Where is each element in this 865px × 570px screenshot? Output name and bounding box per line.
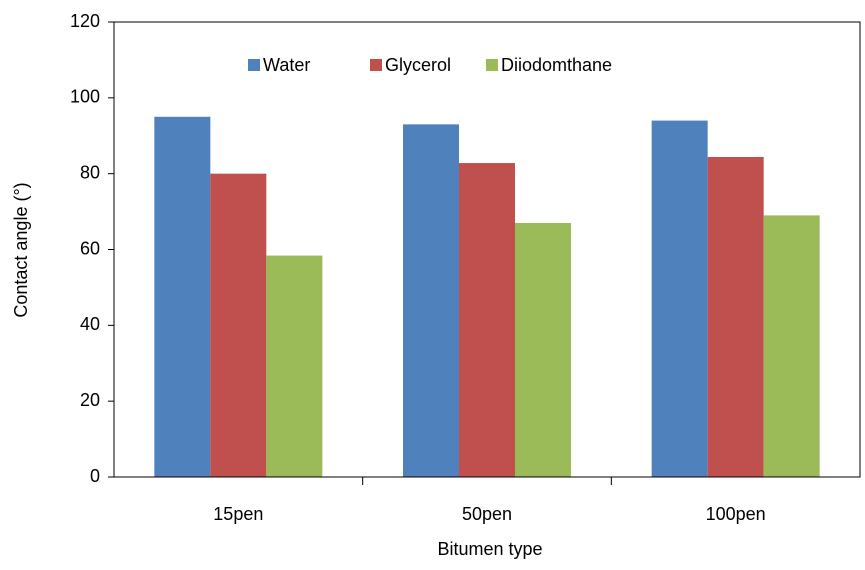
bar	[459, 163, 515, 478]
legend-label: Glycerol	[385, 55, 451, 75]
y-tick-label: 0	[90, 466, 100, 486]
bar	[707, 156, 764, 477]
bar	[515, 222, 571, 477]
bar	[266, 255, 323, 477]
bar	[763, 215, 820, 477]
legend-swatch	[248, 59, 260, 71]
bar	[210, 173, 267, 477]
legend-label: Diiodomthane	[501, 55, 612, 75]
x-tick-label: 15pen	[213, 504, 263, 524]
y-axis-title: Contact angle (°)	[11, 182, 31, 317]
y-tick-label: 40	[80, 314, 100, 334]
bar	[403, 124, 459, 477]
x-tick-label: 100pen	[706, 504, 766, 524]
y-tick-label: 60	[80, 238, 100, 258]
y-tick-label: 20	[80, 390, 100, 410]
x-axis-title: Bitumen type	[437, 539, 542, 559]
y-tick-label: 80	[80, 162, 100, 182]
legend-swatch	[486, 59, 498, 71]
legend-swatch	[370, 59, 382, 71]
x-tick-label: 50pen	[462, 504, 512, 524]
legend-label: Water	[263, 55, 310, 75]
bar	[651, 120, 708, 477]
y-tick-label: 120	[70, 11, 100, 31]
bar	[154, 116, 211, 478]
plot-frame	[113, 21, 861, 478]
y-tick-label: 100	[70, 87, 100, 107]
